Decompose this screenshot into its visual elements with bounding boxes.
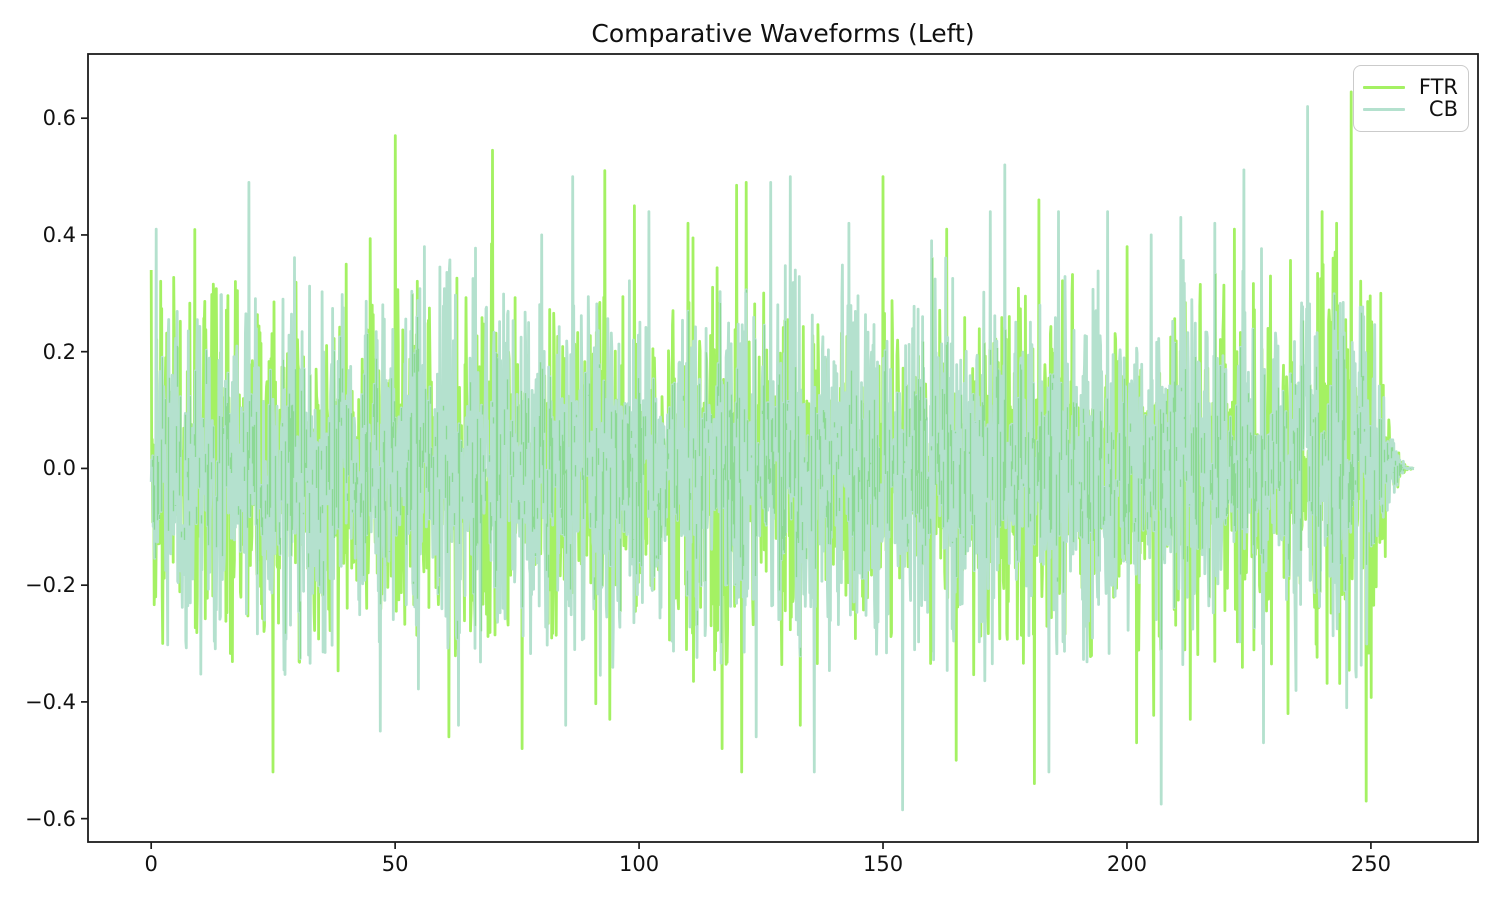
y-tick-label: 0.4 xyxy=(42,222,76,247)
y-tick-label: 0.2 xyxy=(42,339,76,364)
overlap-band xyxy=(151,258,1412,659)
overlap-region xyxy=(151,258,1412,659)
chart-title: Comparative Waveforms (Left) xyxy=(591,19,975,48)
y-tick-label: −0.4 xyxy=(25,689,76,714)
ftr-legend-line xyxy=(1363,85,1405,89)
x-tick-label: 150 xyxy=(862,852,904,876)
cb-legend-line xyxy=(1363,108,1405,112)
x-tick-label: 100 xyxy=(619,852,660,876)
ftr-legend-label: FTR xyxy=(1418,74,1458,99)
cb-waveform xyxy=(149,105,1415,812)
axis-ticks xyxy=(81,117,1372,849)
legend: FTR CB xyxy=(1353,65,1469,132)
x-tick-label: 200 xyxy=(1106,852,1147,876)
x-tick-label: 0 xyxy=(144,852,158,876)
x-tick-label: 50 xyxy=(381,852,409,876)
y-tick-label: −0.2 xyxy=(25,573,76,598)
axes-frame xyxy=(87,53,1479,843)
cb-line xyxy=(149,105,1415,812)
cb-legend-label: CB xyxy=(1428,97,1458,122)
y-tick-label: −0.6 xyxy=(25,806,76,831)
x-tick-label: 250 xyxy=(1350,852,1391,876)
y-tick-label: 0.6 xyxy=(42,106,76,131)
legend-row-ftr: FTR xyxy=(1363,76,1458,99)
legend-row-cb: CB xyxy=(1363,99,1458,122)
y-tick-label: 0.0 xyxy=(42,456,76,481)
